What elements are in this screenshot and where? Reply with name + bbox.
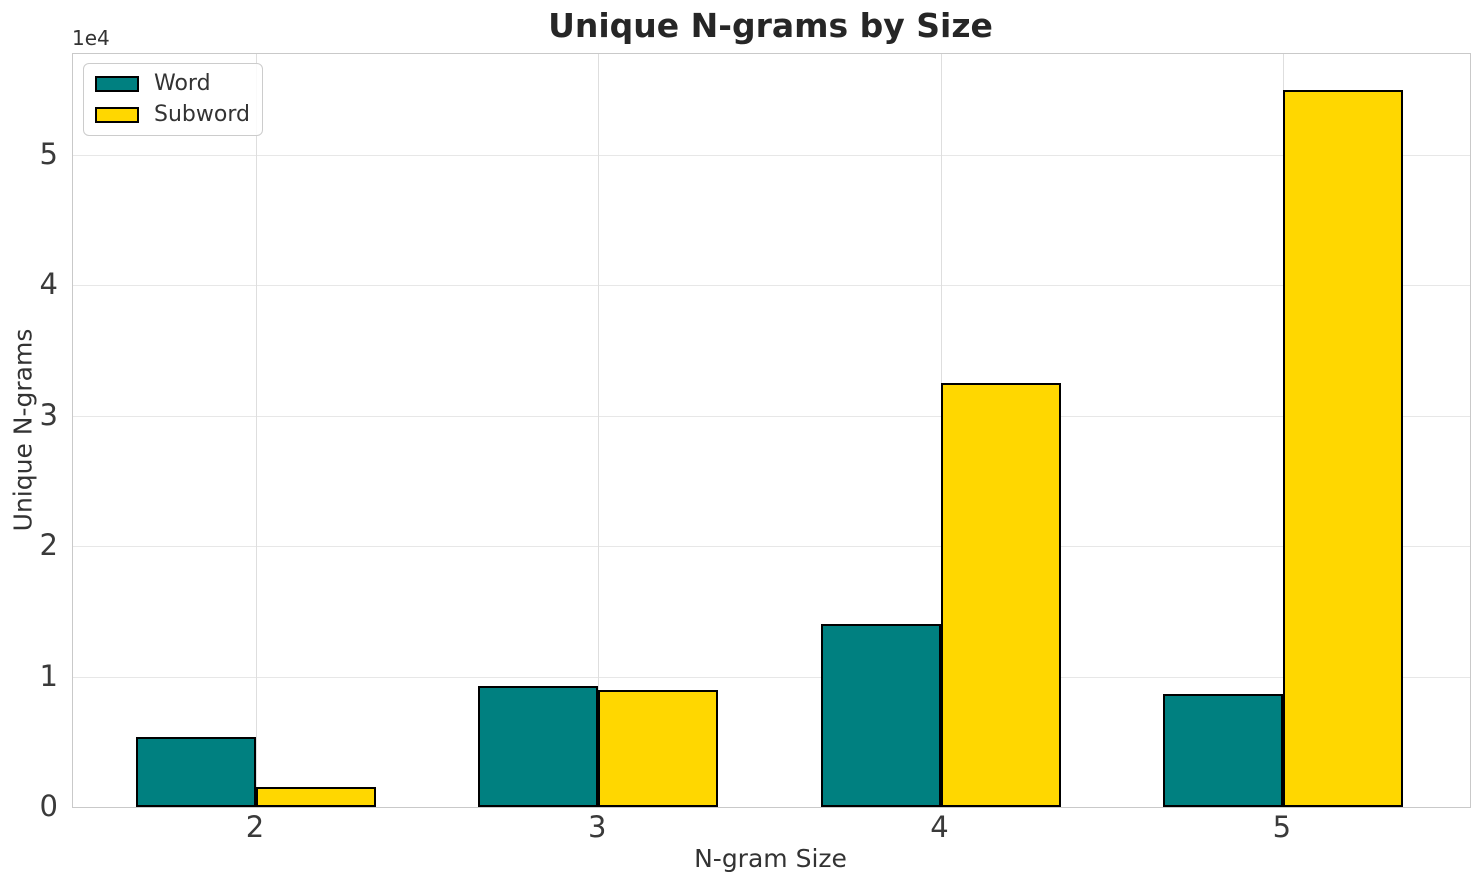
legend-item-word: Word bbox=[95, 71, 250, 97]
bar-word-3 bbox=[478, 685, 599, 807]
gridline-horizontal bbox=[73, 676, 1470, 678]
bar-subword-2 bbox=[256, 787, 376, 807]
y-tick-label: 5 bbox=[39, 137, 58, 172]
y-tick-label: 0 bbox=[39, 789, 58, 823]
legend-label-subword: Subword bbox=[154, 102, 250, 127]
x-tick-label: 2 bbox=[245, 810, 265, 844]
plot-area: Word Subword bbox=[72, 53, 1471, 808]
x-tick-label: 4 bbox=[930, 810, 949, 844]
x-tick-label: 3 bbox=[588, 810, 607, 844]
gridline-horizontal bbox=[73, 285, 1470, 287]
y-tick-label: 4 bbox=[39, 267, 58, 302]
y-tick-label: 3 bbox=[39, 397, 58, 432]
gridline-vertical bbox=[598, 54, 600, 807]
gridline-horizontal bbox=[73, 546, 1470, 548]
legend-swatch-word-icon bbox=[95, 76, 139, 92]
y-axis-label: Unique N-grams bbox=[8, 328, 38, 532]
legend-label-word: Word bbox=[154, 71, 211, 96]
bar-subword-5 bbox=[1282, 89, 1403, 807]
y-axis-offset-text: 1e4 bbox=[72, 26, 110, 50]
x-tick-label: 5 bbox=[1272, 810, 1292, 844]
legend-swatch-subword-icon bbox=[95, 107, 139, 123]
x-axis-label: N-gram Size bbox=[694, 844, 847, 873]
gridline-horizontal bbox=[73, 155, 1470, 157]
legend-item-subword: Subword bbox=[95, 102, 250, 128]
y-tick-label: 2 bbox=[39, 528, 58, 563]
gridline-vertical bbox=[256, 54, 257, 807]
bar-word-5 bbox=[1162, 693, 1283, 807]
bar-subword-4 bbox=[940, 383, 1061, 807]
chart-title: Unique N-grams by Size bbox=[548, 6, 993, 45]
gridline-horizontal bbox=[73, 415, 1470, 417]
y-tick-label: 1 bbox=[39, 658, 58, 693]
bar-word-2 bbox=[136, 736, 256, 807]
legend: Word Subword bbox=[83, 63, 263, 136]
bar-word-4 bbox=[820, 624, 941, 807]
bar-subword-3 bbox=[598, 689, 719, 807]
